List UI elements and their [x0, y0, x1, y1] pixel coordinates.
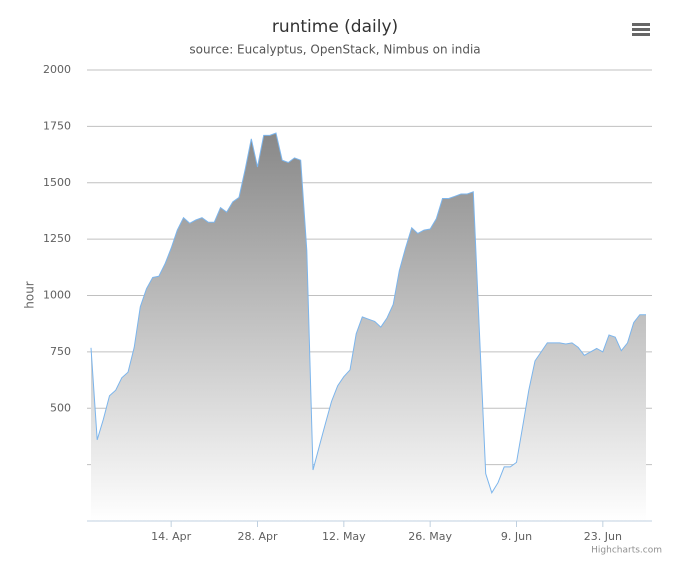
area-fill [91, 133, 646, 521]
y-tick-label: 750 [50, 345, 71, 358]
x-tick-label: 26. May [408, 530, 452, 543]
menu-bar[interactable] [632, 23, 650, 26]
y-tick-label: 2000 [43, 63, 71, 76]
x-tick-label: 12. May [322, 530, 366, 543]
y-tick-label: 1500 [43, 176, 71, 189]
menu-button[interactable] [628, 17, 654, 41]
x-tick-label: 28. Apr [237, 530, 277, 543]
menu-bar[interactable] [632, 28, 650, 31]
chart-title: runtime (daily) [272, 17, 398, 37]
x-tick-label: 14. Apr [151, 530, 191, 543]
y-tick-label: 1250 [43, 232, 71, 245]
y-tick-label: 500 [50, 401, 71, 414]
x-tick-label: 9. Jun [501, 530, 532, 543]
series-line [90, 132, 646, 494]
x-tick-label: 23. Jun [584, 530, 622, 543]
y-tick-label: 1750 [43, 119, 71, 132]
credits[interactable]: Highcharts.com [591, 546, 662, 556]
y-axis-title: hour [23, 281, 37, 309]
menu-bar[interactable] [632, 33, 650, 36]
y-tick-label: 1000 [43, 289, 71, 302]
chart-subtitle: source: Eucalyptus, OpenStack, Nimbus on… [189, 43, 480, 57]
